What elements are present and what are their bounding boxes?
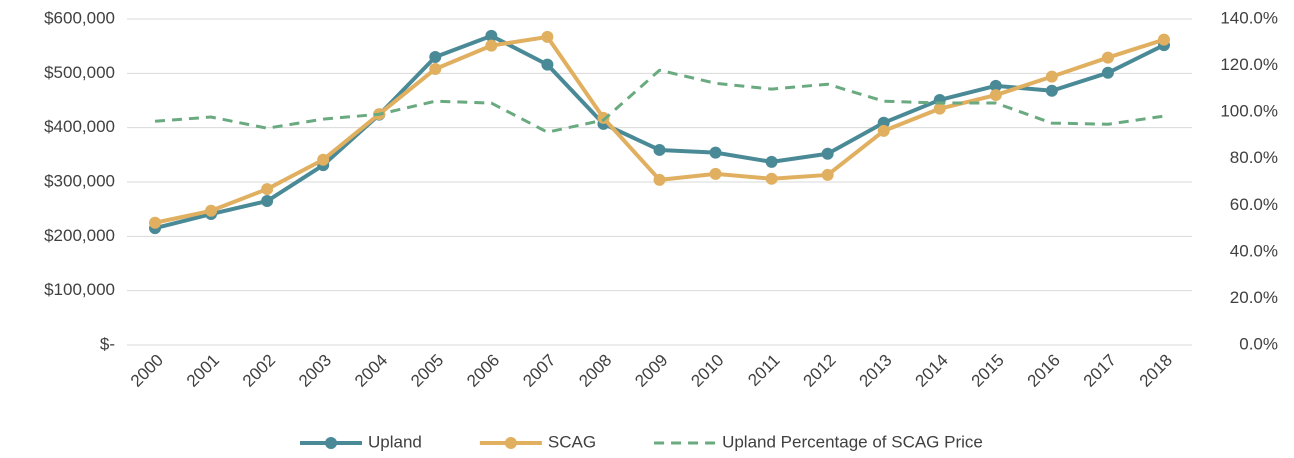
y2-tick-label: 80.0% xyxy=(1230,148,1278,167)
data-point xyxy=(653,143,666,156)
data-point xyxy=(261,183,274,196)
y2-tick-label: 60.0% xyxy=(1230,195,1278,214)
legend-marker xyxy=(325,437,337,449)
y2-tick-label: 0.0% xyxy=(1239,334,1278,353)
x-tick-label: 2012 xyxy=(799,351,839,391)
series-line xyxy=(154,34,1165,225)
data-point xyxy=(653,173,666,186)
legend-item: Upland xyxy=(300,432,422,451)
data-point xyxy=(429,51,442,64)
y-tick-label: $400,000 xyxy=(44,117,115,136)
x-tick-label: 2001 xyxy=(183,351,223,391)
legend-marker xyxy=(504,437,517,449)
data-point xyxy=(765,155,778,168)
data-point xyxy=(1101,66,1114,79)
y2-tick-label: 40.0% xyxy=(1230,241,1278,260)
data-point xyxy=(989,79,1002,92)
y-tick-label: $600,000 xyxy=(44,8,115,27)
y-tick-label: $300,000 xyxy=(44,171,115,190)
y-tick-label: $200,000 xyxy=(44,226,115,245)
x-tick-label: 2011 xyxy=(744,351,783,390)
y-tick-label: $- xyxy=(100,334,115,353)
y-tick-label: $100,000 xyxy=(44,280,115,299)
data-point xyxy=(1101,51,1114,64)
legend-item: SCAG xyxy=(479,432,596,451)
x-tick-label: 2008 xyxy=(575,351,615,391)
data-point xyxy=(709,167,722,180)
x-tick-label: 2003 xyxy=(295,351,335,391)
data-point xyxy=(205,204,218,217)
x-tick-label: 2014 xyxy=(912,351,952,391)
legend-label: Upland Percentage of SCAG Price xyxy=(722,432,983,451)
series-line xyxy=(154,33,1165,231)
data-point xyxy=(933,102,946,115)
data-point xyxy=(317,153,330,166)
x-tick-label: 2009 xyxy=(631,351,671,391)
data-point xyxy=(541,58,554,71)
x-tick-label: 2007 xyxy=(519,351,559,391)
series-line xyxy=(154,68,1165,134)
y2-tick-label: 140.0% xyxy=(1220,8,1278,27)
y-tick-label: $500,000 xyxy=(44,63,115,82)
legend-item: Upland Percentage of SCAG Price xyxy=(654,432,983,451)
x-tick-label: 2018 xyxy=(1136,351,1176,391)
x-tick-label: 2017 xyxy=(1080,351,1120,391)
data-point xyxy=(1045,70,1058,83)
x-tick-label: 2000 xyxy=(127,351,167,391)
data-point xyxy=(989,89,1002,102)
data-point xyxy=(485,29,498,42)
data-point xyxy=(1045,84,1058,97)
x-tick-label: 2006 xyxy=(463,351,503,391)
y2-tick-label: 20.0% xyxy=(1230,288,1278,307)
data-point xyxy=(709,146,722,159)
x-tick-label: 2013 xyxy=(856,351,896,391)
legend-label: SCAG xyxy=(548,432,596,451)
data-point xyxy=(597,111,610,124)
data-point xyxy=(877,124,890,137)
data-point xyxy=(765,172,778,185)
data-point xyxy=(485,39,498,52)
data-point xyxy=(261,195,274,208)
data-point xyxy=(541,30,554,43)
x-tick-label: 2005 xyxy=(407,351,447,391)
y2-tick-label: 100.0% xyxy=(1220,102,1278,121)
data-point xyxy=(821,147,834,160)
x-tick-label: 2016 xyxy=(1024,351,1064,391)
legend-label: Upland xyxy=(368,432,422,451)
data-point xyxy=(149,216,162,229)
x-tick-label: 2004 xyxy=(351,351,391,391)
x-tick-label: 2002 xyxy=(239,351,279,391)
data-point xyxy=(821,168,834,181)
data-point xyxy=(429,62,442,75)
y2-tick-label: 120.0% xyxy=(1220,55,1278,74)
x-tick-label: 2010 xyxy=(687,351,727,391)
data-point xyxy=(1157,33,1170,46)
x-tick-label: 2015 xyxy=(968,351,1008,391)
